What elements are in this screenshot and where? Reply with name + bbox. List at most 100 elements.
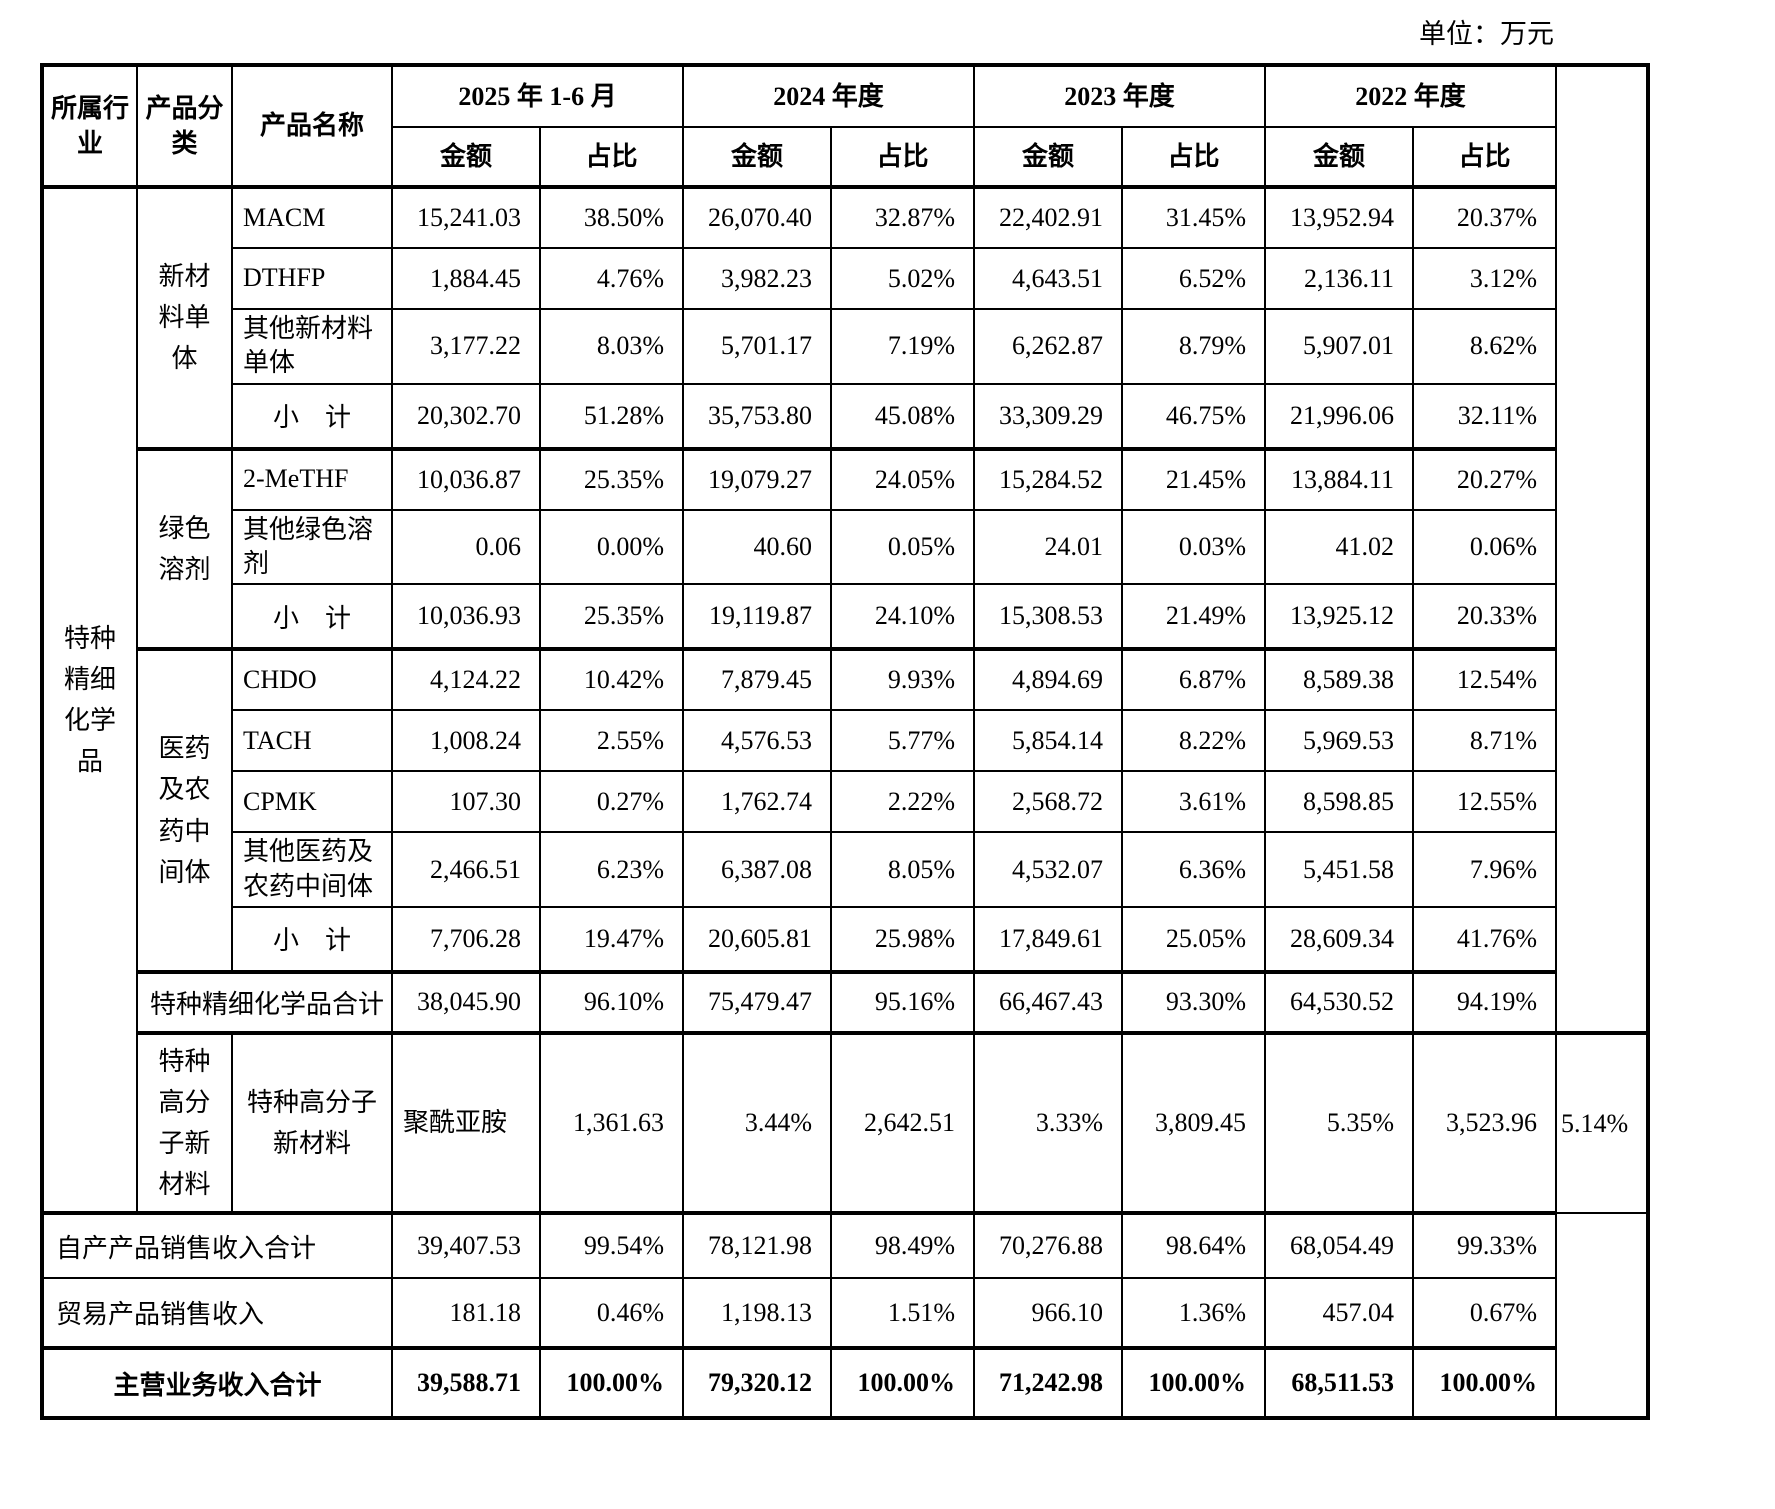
header-period-2025h1: 2025 年 1-6 月 <box>391 64 684 128</box>
amount-cell: 5,451.58 <box>1264 831 1414 908</box>
amount-cell: 13,925.12 <box>1264 583 1414 651</box>
table-row: TACH 1,008.24 2.55% 4,576.53 5.77% 5,854… <box>42 709 1648 773</box>
ratio-cell: 32.11% <box>1412 382 1557 450</box>
amount-cell: 15,241.03 <box>391 185 541 249</box>
header-amount: 金额 <box>682 126 832 188</box>
amount-cell: 8,598.85 <box>1264 770 1414 834</box>
amount-cell: 39,407.53 <box>391 1211 541 1280</box>
header-ratio: 占比 <box>1412 126 1557 188</box>
table-row: 小 计 20,302.70 51.28% 35,753.80 45.08% 33… <box>42 382 1648 450</box>
amount-cell: 1,361.63 <box>539 1030 684 1215</box>
amount-cell: 4,894.69 <box>973 647 1123 712</box>
amount-cell: 4,643.51 <box>973 247 1123 310</box>
ratio-cell: 51.28% <box>539 382 684 450</box>
table-row: 小 计 7,706.28 19.47% 20,605.81 25.98% 17,… <box>42 905 1648 973</box>
ratio-cell: 25.35% <box>539 583 684 651</box>
ratio-cell: 94.19% <box>1412 969 1557 1034</box>
product-cell: MACM <box>231 185 393 249</box>
ratio-cell: 7.19% <box>830 308 975 385</box>
header-amount: 金额 <box>1264 126 1414 188</box>
header-period-2024: 2024 年度 <box>682 64 975 128</box>
amount-cell: 19,119.87 <box>682 583 832 651</box>
ratio-cell: 98.64% <box>1121 1211 1266 1280</box>
ratio-cell: 8.71% <box>1412 709 1557 773</box>
ratio-cell: 5.14% <box>1554 1030 1650 1215</box>
ratio-cell: 38.50% <box>539 185 684 249</box>
industry-cell: 特种高分子新材料 <box>136 1030 233 1215</box>
amount-cell: 7,706.28 <box>391 905 541 973</box>
ratio-cell: 12.54% <box>1412 647 1557 712</box>
ratio-cell: 5.02% <box>830 247 975 310</box>
amount-cell: 2,568.72 <box>973 770 1123 834</box>
ratio-cell: 99.33% <box>1412 1211 1557 1280</box>
table-row: CPMK 107.30 0.27% 1,762.74 2.22% 2,568.7… <box>42 770 1648 834</box>
ratio-cell: 6.23% <box>539 831 684 908</box>
ratio-cell: 2.55% <box>539 709 684 773</box>
amount-cell: 7,879.45 <box>682 647 832 712</box>
ratio-cell: 0.05% <box>830 508 975 586</box>
amount-cell: 181.18 <box>391 1277 541 1350</box>
amount-cell: 38,045.90 <box>391 969 541 1034</box>
ratio-cell: 24.05% <box>830 446 975 511</box>
amount-cell: 39,588.71 <box>391 1346 541 1420</box>
amount-cell: 20,605.81 <box>682 905 832 973</box>
amount-cell: 28,609.34 <box>1264 905 1414 973</box>
amount-cell: 35,753.80 <box>682 382 832 450</box>
table-row: 绿色溶剂 2-MeTHF 10,036.87 25.35% 19,079.27 … <box>42 446 1648 651</box>
ratio-cell: 4.76% <box>539 247 684 310</box>
subtotal-label-cell: 小 计 <box>231 583 393 651</box>
amount-cell: 5,907.01 <box>1264 308 1414 385</box>
amount-cell: 6,387.08 <box>682 831 832 908</box>
ratio-cell: 8.03% <box>539 308 684 385</box>
header-category: 产品分类 <box>136 64 233 188</box>
amount-cell: 6,262.87 <box>973 308 1123 385</box>
table-row: 主营业务收入合计 39,588.71 100.00% 79,320.12 100… <box>41 1346 1648 1420</box>
table-row: 自产产品销售收入合计 39,407.53 99.54% 78,121.98 98… <box>41 1211 1648 1280</box>
amount-cell: 17,849.61 <box>973 905 1123 973</box>
ratio-cell: 8.62% <box>1412 308 1557 385</box>
ratio-cell: 8.22% <box>1121 709 1266 773</box>
ratio-cell: 9.93% <box>830 647 975 712</box>
amount-cell: 2,136.11 <box>1264 247 1414 310</box>
amount-cell: 107.30 <box>391 770 541 834</box>
ratio-cell: 8.79% <box>1121 308 1266 385</box>
amount-cell: 68,511.53 <box>1264 1346 1414 1420</box>
product-cell: CHDO <box>231 647 393 712</box>
amount-cell: 4,576.53 <box>682 709 832 773</box>
amount-cell: 13,952.94 <box>1264 185 1414 249</box>
amount-cell: 10,036.93 <box>391 583 541 651</box>
ratio-cell: 0.27% <box>539 770 684 834</box>
ratio-cell: 100.00% <box>1412 1346 1557 1420</box>
header-row-measures: 金额 占比 金额 占比 金额 占比 金额 占比 <box>42 126 1648 188</box>
table-row: 特种精细化学品合计 38,045.90 96.10% 75,479.47 95.… <box>42 969 1648 1034</box>
amount-cell: 1,198.13 <box>682 1277 832 1350</box>
product-cell: 其他新材料单体 <box>231 308 393 385</box>
header-product: 产品名称 <box>231 64 393 188</box>
document-page: { "unit_label": "单位：万元", "header": { "in… <box>40 19 1651 1421</box>
header-ratio: 占比 <box>539 126 684 188</box>
amount-cell: 2,466.51 <box>391 831 541 908</box>
ratio-cell: 100.00% <box>1121 1346 1266 1420</box>
industry-cell: 特种精细化学品 <box>41 184 138 1215</box>
amount-cell: 10,036.87 <box>391 446 541 511</box>
ratio-cell: 45.08% <box>830 382 975 450</box>
amount-cell: 79,320.12 <box>682 1346 832 1420</box>
header-ratio: 占比 <box>830 126 975 188</box>
table-row: 贸易产品销售收入 181.18 0.46% 1,198.13 1.51% 966… <box>41 1277 1648 1350</box>
ratio-cell: 1.51% <box>830 1277 975 1350</box>
section-total-label-cell: 自产产品销售收入合计 <box>41 1211 393 1280</box>
ratio-cell: 2.22% <box>830 770 975 834</box>
table-row: DTHFP 1,884.45 4.76% 3,982.23 5.02% 4,64… <box>42 247 1648 310</box>
amount-cell: 21,996.06 <box>1264 382 1414 450</box>
amount-cell: 70,276.88 <box>973 1211 1123 1280</box>
amount-cell: 15,284.52 <box>973 446 1123 511</box>
amount-cell: 33,309.29 <box>973 382 1123 450</box>
ratio-cell: 24.10% <box>830 583 975 651</box>
amount-cell: 4,532.07 <box>973 831 1123 908</box>
subtotal-label-cell: 小 计 <box>231 905 393 973</box>
amount-cell: 19,079.27 <box>682 446 832 511</box>
revenue-breakdown-table: 所属行业 产品分类 产品名称 2025 年 1-6 月 2024 年度 2023… <box>40 63 1651 1421</box>
ratio-cell: 1.36% <box>1121 1277 1266 1350</box>
ratio-cell: 6.87% <box>1121 647 1266 712</box>
amount-cell: 41.02 <box>1264 508 1414 586</box>
